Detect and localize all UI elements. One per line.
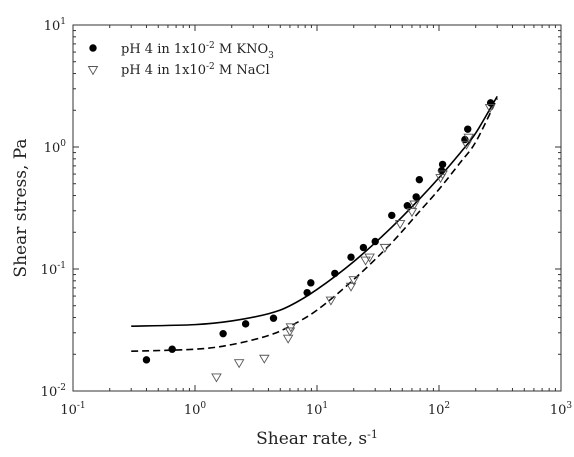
y-tick-label: 10-2 (41, 383, 66, 400)
data-point-nacl (409, 200, 420, 210)
plot-frame-group (72, 24, 562, 392)
data-point-nacl (211, 373, 222, 383)
data-point-kno3 (359, 243, 368, 252)
y-axis-label: Shear stress, Pa (11, 138, 31, 277)
data-point-nacl (463, 133, 474, 143)
legend-nacl-part-b: M NaCl (215, 63, 270, 78)
x-tick-label-exp: 3 (566, 401, 572, 411)
data-point-kno3 (486, 99, 495, 107)
x-axis-label-sup: -1 (367, 428, 378, 441)
x-axis-label-main: Shear rate, s (256, 429, 367, 449)
data-point-nacl (259, 354, 270, 364)
legend-marker-kno3 (89, 44, 97, 52)
y-tick-label-exp: 1 (60, 17, 66, 27)
data-point-kno3 (403, 202, 412, 210)
y-tick-label-base: 10 (41, 385, 58, 400)
x-tick-label: 10-1 (60, 401, 85, 418)
data-point-kno3 (241, 320, 250, 328)
data-point-nacl (484, 104, 496, 114)
data-point-kno3 (168, 345, 176, 353)
x-tick-label-exp: 2 (444, 401, 450, 411)
data-point-kno3 (269, 314, 278, 322)
data-point-nacl (406, 208, 418, 218)
plot-frame (72, 24, 562, 392)
data-point-nacl (461, 140, 472, 150)
y-tick-label-exp: -2 (57, 383, 66, 393)
data-point-nacl (437, 170, 448, 180)
data-point-nacl (364, 253, 375, 263)
y-tick-label-base: 10 (44, 19, 61, 34)
x-tick-label-base: 10 (60, 403, 77, 418)
data-point-nacl (233, 359, 245, 369)
data-point-kno3 (142, 356, 151, 364)
data-point-nacl (284, 327, 296, 337)
x-axis-label: Shear rate, s-1 (256, 428, 378, 450)
data-point-kno3 (412, 193, 420, 201)
y-tick-label: 100 (44, 139, 67, 156)
legend-kno3-sub: 3 (268, 51, 274, 61)
x-tick-label-exp: 1 (322, 401, 328, 411)
legend-nacl-sup: -2 (206, 62, 215, 72)
y-tick-label-base: 10 (44, 141, 61, 156)
legend: pH 4 in 1x10-2 M KNO3 pH 4 in 1x10-2 M N… (87, 41, 274, 78)
x-tick-label: 102 (428, 401, 450, 418)
data-points (142, 99, 496, 383)
x-tick-label-base: 10 (184, 403, 201, 418)
data-point-nacl (379, 243, 391, 253)
x-tick-label-exp: 0 (200, 401, 206, 411)
y-tick-label: 101 (44, 17, 66, 34)
fit-line-kno3 (131, 95, 498, 327)
fit-lines (131, 95, 498, 352)
x-tick-label-base: 10 (550, 403, 567, 418)
legend-nacl-part-a: pH 4 in 1x10 (121, 63, 206, 78)
data-point-kno3 (303, 288, 311, 297)
data-point-nacl (325, 296, 337, 306)
x-tick-label: 103 (550, 401, 573, 418)
legend-label-nacl: pH 4 in 1x10-2 M NaCl (121, 62, 270, 78)
data-point-nacl (360, 256, 371, 266)
legend-kno3-part-a: pH 4 in 1x10 (121, 42, 206, 57)
data-point-nacl (394, 220, 406, 230)
data-point-kno3 (331, 269, 339, 278)
x-tick-label-base: 10 (428, 403, 445, 418)
legend-marker-nacl (87, 66, 99, 76)
y-tick-label-base: 10 (41, 263, 58, 278)
y-tick-label-exp: -1 (57, 261, 66, 271)
data-point-kno3 (438, 160, 447, 169)
data-point-nacl (285, 323, 297, 333)
data-point-kno3 (464, 125, 472, 133)
y-tick-label: 10-1 (41, 261, 66, 278)
fit-line-nacl (131, 98, 498, 352)
x-tick-label: 100 (184, 401, 207, 418)
x-tick-label-exp: -1 (77, 401, 86, 411)
legend-label-kno3: pH 4 in 1x10-2 M KNO3 (121, 41, 274, 61)
y-tick-label-exp: 0 (60, 139, 66, 149)
data-point-kno3 (219, 329, 227, 338)
x-tick-label-base: 10 (306, 403, 323, 418)
data-point-kno3 (347, 253, 355, 261)
data-point-nacl (282, 334, 294, 344)
x-tick-label: 101 (306, 401, 328, 418)
legend-kno3-sup: -2 (206, 41, 215, 51)
legend-kno3-part-b: M KNO (215, 42, 268, 57)
data-point-kno3 (388, 211, 396, 220)
data-point-kno3 (371, 237, 379, 246)
data-point-nacl (348, 276, 360, 286)
data-point-kno3 (415, 175, 424, 184)
data-point-nacl (345, 282, 357, 292)
data-point-kno3 (307, 279, 315, 287)
